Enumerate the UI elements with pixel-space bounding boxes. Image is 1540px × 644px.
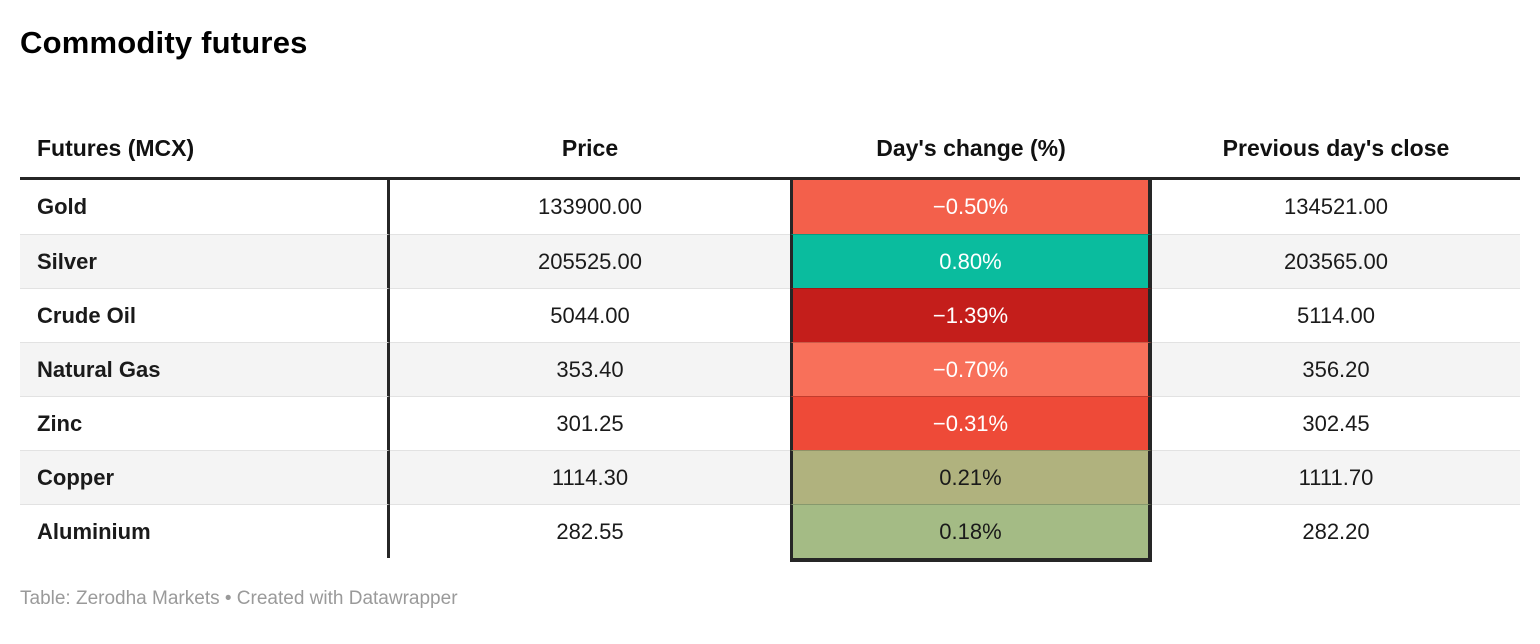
prev-close-cell: 282.20 — [1152, 504, 1520, 558]
attribution-footer: Table: Zerodha Markets • Created with Da… — [20, 588, 458, 609]
change-cell: −1.39% — [790, 288, 1152, 342]
table-row: Gold 133900.00 −0.50% 134521.00 — [20, 180, 1520, 234]
change-cell: −0.50% — [790, 180, 1152, 234]
column-header-price: Price — [561, 134, 619, 161]
price-cell: 205525.00 — [390, 234, 790, 288]
row-label-cell: Zinc — [20, 396, 390, 450]
price-cell: 1114.30 — [390, 450, 790, 504]
prev-close-cell: 1111.70 — [1152, 450, 1520, 504]
row-label-cell: Aluminium — [20, 504, 390, 558]
table-row: Natural Gas 353.40 −0.70% 356.20 — [20, 342, 1520, 396]
price-cell: 133900.00 — [538, 194, 642, 219]
page-title: Commodity futures — [20, 25, 308, 60]
prev-close-cell: 203565.00 — [1152, 234, 1520, 288]
page: Commodity futures Futures (MCX) Price Da… — [0, 24, 1540, 644]
table-row: Crude Oil 5044.00 −1.39% 5114.00 — [20, 288, 1520, 342]
price-cell: 282.55 — [390, 504, 790, 558]
commodity-futures-table: Futures (MCX) Price Day's change (%) Pre… — [20, 119, 1520, 558]
price-cell: 353.40 — [390, 342, 790, 396]
table-row: Copper 1114.30 0.21% 1111.70 — [20, 450, 1520, 504]
price-cell: 301.25 — [390, 396, 790, 450]
prev-close-cell: 356.20 — [1152, 342, 1520, 396]
column-header-change: Day's change (%) — [876, 134, 1066, 161]
change-cell: 0.18% — [790, 504, 1152, 558]
change-cell: 0.21% — [790, 450, 1152, 504]
prev-close-cell: 134521.00 — [1284, 194, 1388, 219]
row-label-cell: Crude Oil — [20, 288, 390, 342]
prev-close-cell: 302.45 — [1152, 396, 1520, 450]
row-label-cell: Copper — [20, 450, 390, 504]
table-header-row: Futures (MCX) Price Day's change (%) Pre… — [20, 119, 1520, 180]
table-body: Gold 133900.00 −0.50% 134521.00 Silver 205525… — [20, 180, 1520, 558]
row-label-cell: Gold — [20, 180, 390, 234]
table-row: Aluminium 282.55 0.18% 282.20 — [20, 504, 1520, 558]
prev-close-cell: 5114.00 — [1152, 288, 1520, 342]
column-header-futures: Futures (MCX) — [37, 134, 195, 161]
table-row: Zinc 301.25 −0.31% 302.45 — [20, 396, 1520, 450]
table-row: Silver 205525.00 0.80% 203565.00 — [20, 234, 1520, 288]
change-cell: 0.80% — [790, 234, 1152, 288]
price-cell: 5044.00 — [390, 288, 790, 342]
column-header-prev-close: Previous day's close — [1222, 134, 1450, 161]
change-cell: −0.31% — [790, 396, 1152, 450]
row-label-cell: Natural Gas — [20, 342, 390, 396]
row-label-cell: Silver — [20, 234, 390, 288]
change-cell: −0.70% — [790, 342, 1152, 396]
